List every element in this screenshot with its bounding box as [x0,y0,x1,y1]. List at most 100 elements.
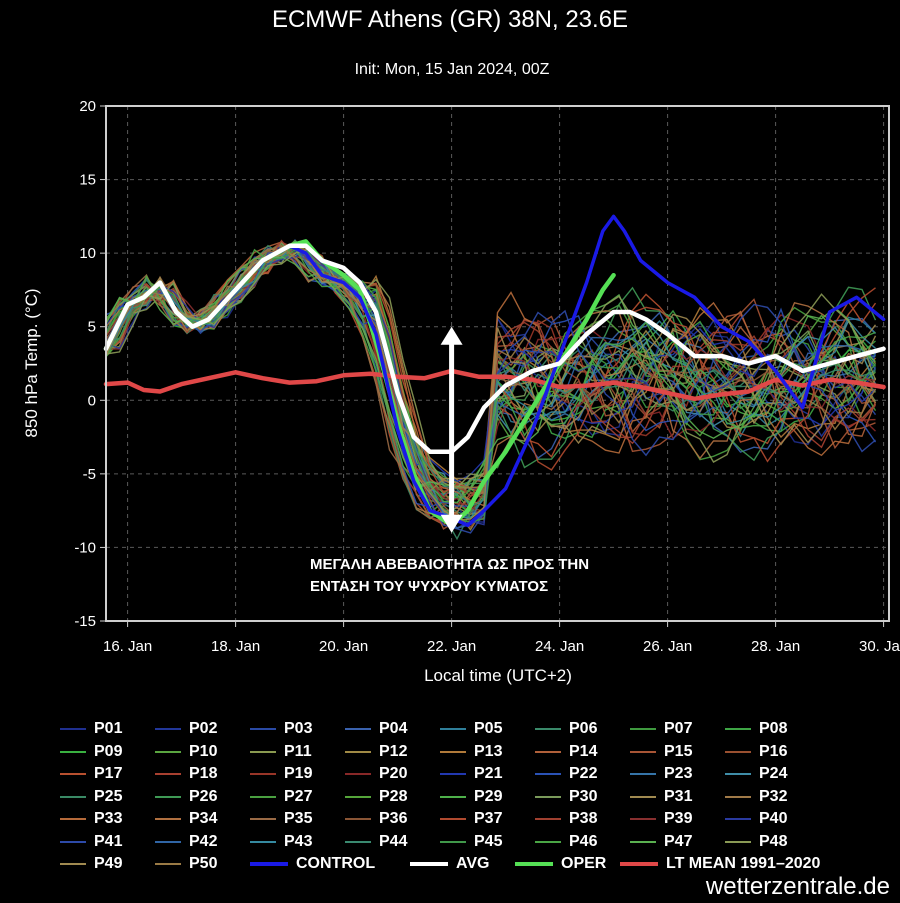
legend-label: CONTROL [296,855,376,872]
x-tick-label: 20. Jan [319,638,368,655]
ensemble-line-p47 [105,255,876,489]
legend-label: P40 [759,810,788,827]
legend-swatch [440,840,466,843]
legend-item: P37 [440,808,502,830]
legend-swatch [440,750,466,753]
legend-label: P20 [379,765,408,782]
legend-label: P11 [284,742,312,760]
legend-item: P07 [630,718,692,740]
chart-subtitle: Init: Mon, 15 Jan 2024, 00Z [355,61,550,78]
y-tick-label: -10 [74,539,96,556]
legend-swatch [535,795,561,798]
legend-item: P25 [60,786,122,808]
legend-item: P30 [535,786,597,808]
legend-swatch [630,728,656,730]
legend-swatch [60,795,86,798]
legend-label: P32 [759,787,788,805]
x-tick-label: 28. Jan [751,638,800,655]
legend-swatch [60,773,86,775]
legend-item: P22 [535,763,597,785]
x-tick-label: 22. Jan [427,638,476,655]
legend-label: P03 [284,720,313,737]
legend-label: P37 [474,810,503,827]
legend-swatch [60,728,86,730]
legend-swatch [535,840,561,843]
legend-swatch [155,863,181,865]
legend-item: P38 [535,808,597,830]
legend-item: P16 [725,741,787,763]
y-tick-label: 0 [88,392,96,409]
legend-label: P45 [474,832,503,850]
legend-label: P19 [284,765,313,782]
legend-item: P19 [250,763,312,785]
legend-label: P41 [94,832,123,850]
legend-swatch [535,750,561,753]
x-tick-label: 16. Jan [103,638,152,655]
legend-swatch [725,818,751,820]
legend-label: P26 [189,787,218,805]
legend-label: P01 [94,720,123,737]
legend-swatch [725,840,751,843]
legend-label: P27 [284,787,313,805]
legend-item: P45 [440,831,502,853]
legend-label: P33 [94,810,123,827]
legend-swatch [630,840,656,843]
y-tick-label: 20 [79,98,96,115]
legend-swatch [535,773,561,775]
y-tick-label: 5 [88,319,96,336]
legend-label: P29 [474,787,503,805]
legend-item: P06 [535,718,597,740]
axis-ticks: -15 -10 -5 0 5 10 15 20 16. Jan 18. Jan 20. Jan 22.… [74,98,900,655]
legend-label: P13 [474,742,503,760]
legend-swatch [630,795,656,798]
legend-item: P34 [155,808,217,830]
ensemble-line-p43 [105,241,876,520]
legend-swatch [250,862,288,866]
legend-item: P43 [250,831,312,853]
annotation-line-2: ΕΝΤΑΣΗ ΤΟΥ ΨΥΧΡΟΥ ΚΥΜΑΤΟΣ [310,578,548,595]
legend-item: P20 [345,763,407,785]
legend-label: P28 [379,787,408,805]
legend-item: P40 [725,808,787,830]
legend-item: P47 [630,831,692,853]
legend-label: P15 [664,742,693,760]
legend-swatch [345,795,371,798]
legend-swatch [725,728,751,730]
legend-swatch [250,818,276,820]
legend-label: P23 [664,765,693,782]
ensemble-line-p46 [105,246,876,504]
legend-item: P39 [630,808,692,830]
legend-label: P14 [569,742,598,760]
legend-label: P08 [759,720,788,737]
watermark: wetterzentrale.de [705,873,890,900]
ensemble-line-p50 [105,245,877,493]
legend-swatch [535,818,561,820]
y-axis-label: 850 hPa Temp. (°C) [22,288,41,437]
legend-swatch [410,862,448,866]
legend-item: P44 [345,831,407,853]
annotation-line-1: ΜΕΓΑΛΗ ΑΒΕΒΑΙΟΤΗΤΑ ΩΣ ΠΡΟΣ ΤΗΝ [310,556,589,573]
legend-label: P43 [284,832,313,850]
legend-item: P04 [345,718,407,740]
legend-item: P09 [60,741,122,763]
legend-item: P36 [345,808,407,830]
x-tick-label: 24. Jan [535,638,584,655]
x-tick-label: 30. Jan [859,638,900,655]
legend-swatch [630,818,656,820]
main-series [103,214,886,528]
legend-item: P35 [250,808,312,830]
legend-label: P39 [664,810,693,827]
legend-item: P03 [250,718,312,740]
legend-swatch [535,728,561,730]
legend-swatch [725,750,751,753]
ensemble-members [105,239,877,541]
legend-label: P22 [569,765,598,782]
legend-label: P02 [189,720,218,737]
legend-swatch [155,750,181,753]
legend-item: P01 [60,718,122,740]
annotation-arrowhead-bottom [440,514,463,533]
x-tick-label: 26. Jan [643,638,692,655]
legend-swatch [440,773,466,775]
series-line-lt-mean-1991-2020 [103,368,886,402]
legend-label: P07 [664,720,693,737]
